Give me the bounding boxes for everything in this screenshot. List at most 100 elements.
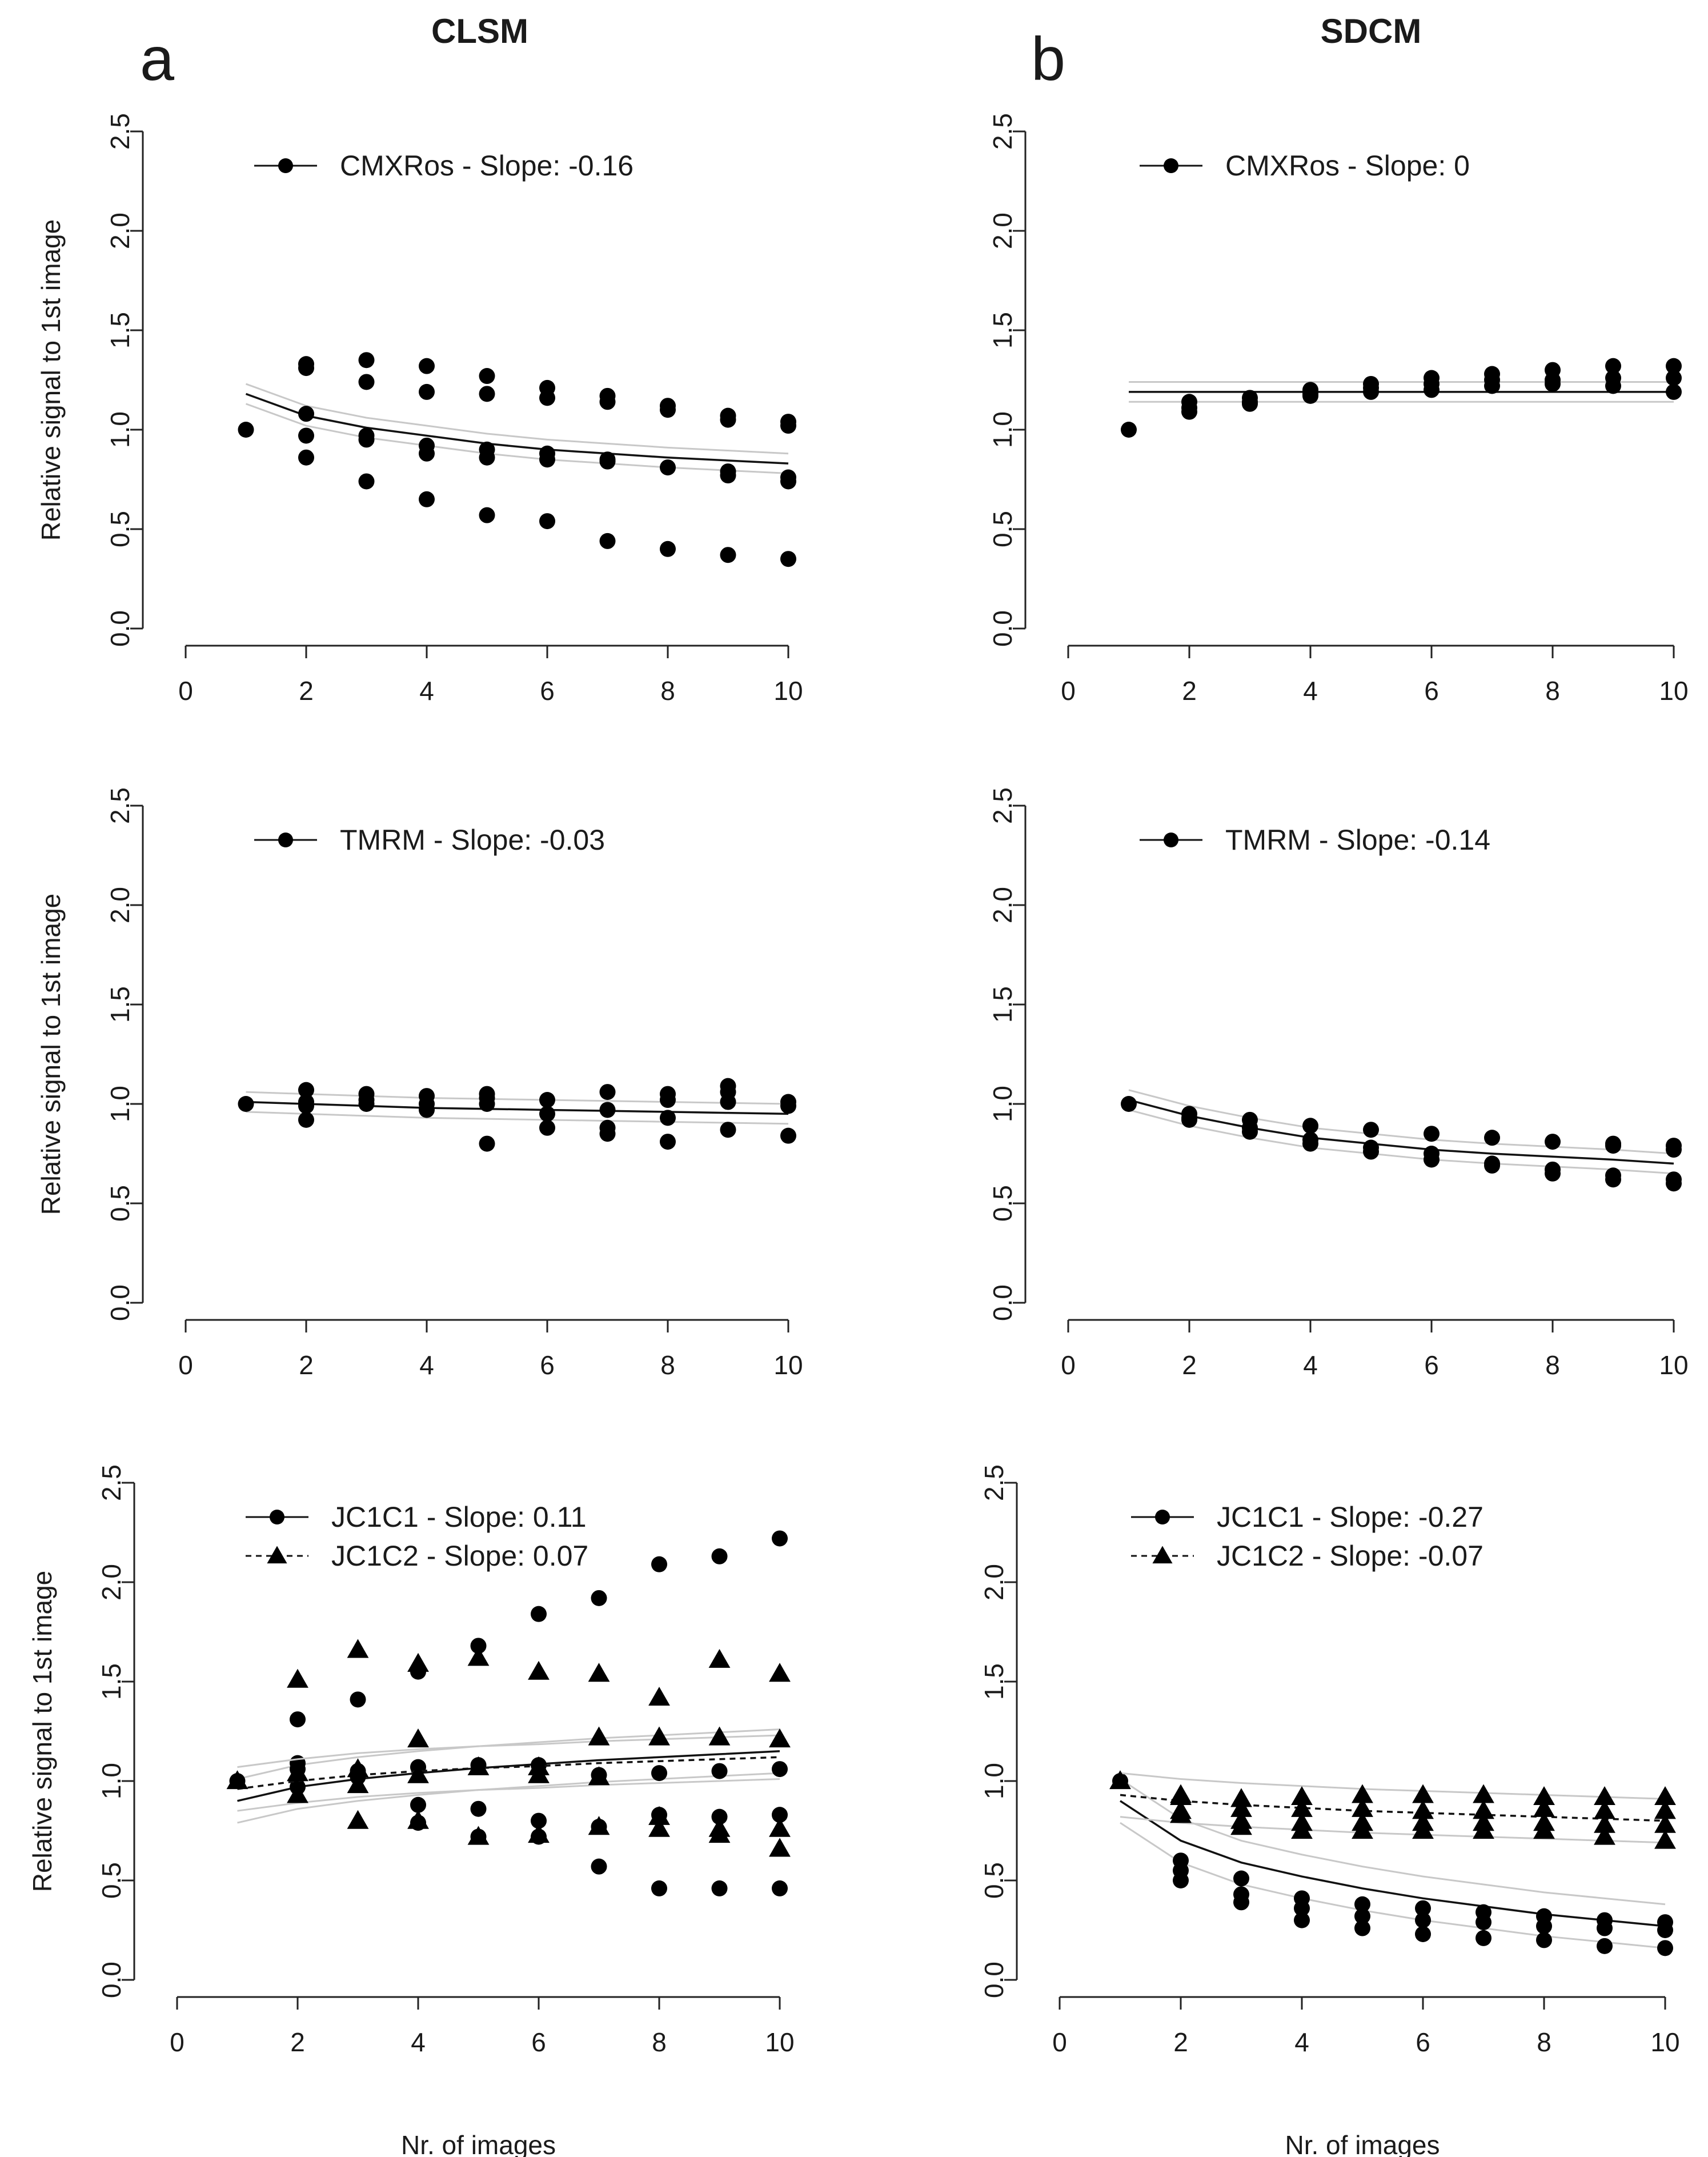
y-tick-label: 2.5 [988, 787, 1017, 824]
circle-point [1363, 383, 1379, 400]
y-tick-label: 2.0 [979, 1564, 1009, 1600]
y-tick-label: 1.5 [988, 312, 1017, 349]
x-tick-label: 8 [660, 676, 675, 706]
y-tick-label: 2.0 [988, 887, 1017, 923]
circle-point [1415, 1912, 1431, 1928]
circle-point [350, 1691, 366, 1708]
triangle-point [1412, 1784, 1434, 1803]
legend-label: CMXRos - Slope: 0 [1225, 150, 1470, 182]
triangle-point [1352, 1820, 1373, 1839]
circle-point [1354, 1908, 1370, 1924]
legend-marker [1164, 158, 1178, 173]
circle-point [1181, 1111, 1197, 1128]
confidence-band-line [1120, 1778, 1666, 1906]
circle-point [358, 431, 375, 448]
circle-point [780, 551, 796, 567]
triangle-point [226, 1770, 248, 1790]
circle-point [479, 507, 495, 523]
circle-point [1242, 395, 1258, 412]
triangle-point [347, 1758, 369, 1778]
x-tick-label: 10 [765, 2027, 794, 2057]
circle-point [711, 1548, 728, 1564]
circle-point [660, 1134, 676, 1150]
triangle-point [1352, 1784, 1373, 1803]
y-tick-label: 1.0 [979, 1763, 1009, 1799]
x-tick-label: 0 [1052, 2027, 1067, 2057]
circle-point [1666, 1142, 1682, 1158]
legend-marker [1155, 1510, 1170, 1524]
circle-point [1294, 1900, 1310, 1916]
circle-point [651, 1880, 667, 1896]
y-tick-label: 0.5 [979, 1862, 1009, 1899]
x-tick-label: 10 [773, 676, 803, 706]
x-tick-label: 2 [1182, 1350, 1197, 1380]
circle-point [591, 1858, 607, 1875]
triangle-point [588, 1663, 610, 1682]
circle-point [1415, 1900, 1431, 1916]
triangle-point [1654, 1830, 1676, 1849]
circle-point [419, 445, 435, 462]
triangle-point [1109, 1770, 1131, 1790]
legend-label: TMRM - Slope: -0.14 [1225, 824, 1490, 856]
y-tick-label: 1.5 [979, 1663, 1009, 1700]
triangle-point [407, 1652, 429, 1672]
y-tick-label: 0.5 [97, 1862, 126, 1899]
circle-point [711, 1763, 728, 1779]
x-tick-label: 0 [1061, 1350, 1076, 1380]
triangle-point [648, 1806, 670, 1825]
circle-point [1181, 403, 1197, 420]
circle-point [660, 541, 676, 557]
circle-point [238, 422, 254, 438]
triangle-point [708, 1648, 731, 1668]
circle-point [1242, 1123, 1258, 1140]
triangle-point [769, 1838, 791, 1857]
x-axis-title: Nr. of images [401, 2130, 556, 2157]
x-tick-label: 2 [290, 2027, 305, 2057]
circle-point [358, 352, 375, 369]
x-tick-label: 8 [652, 2027, 667, 2057]
triangle-point [1654, 1814, 1676, 1833]
circle-point [479, 449, 495, 466]
circle-point [1545, 1134, 1561, 1150]
triangle-point [287, 1784, 308, 1803]
circle-point [298, 360, 314, 377]
triangle-point [1473, 1820, 1494, 1839]
circle-point [479, 1096, 495, 1112]
circle-point [479, 368, 495, 385]
circle-point [470, 1800, 487, 1817]
legend-label: TMRM - Slope: -0.03 [340, 824, 605, 856]
triangle-point [528, 1824, 550, 1843]
legend-label: CMXRos - Slope: -0.16 [340, 150, 634, 182]
triangle-point [287, 1668, 308, 1688]
confidence-band-line [1120, 1816, 1666, 1844]
x-tick-label: 10 [1650, 2027, 1679, 2057]
legend-label: JC1C1 - Slope: -0.27 [1217, 1501, 1484, 1533]
triangle-point [1594, 1800, 1615, 1819]
circle-point [531, 1606, 547, 1622]
y-tick-label: 2.0 [105, 213, 135, 249]
circle-point [780, 473, 796, 490]
circle-point [772, 1530, 788, 1547]
triangle-point [1533, 1820, 1555, 1839]
circle-point [651, 1556, 667, 1572]
circle-point [1484, 1130, 1500, 1146]
circle-point [470, 1638, 487, 1654]
column-title-clsm: CLSM [431, 12, 528, 50]
triangle-point [769, 1728, 791, 1748]
circle-point [1476, 1930, 1492, 1946]
circle-point [1354, 1896, 1370, 1912]
triangle-point [708, 1726, 731, 1746]
circle-point [1302, 1118, 1318, 1134]
x-tick-label: 6 [540, 676, 555, 706]
triangle-point [407, 1764, 429, 1783]
circle-point [1233, 1894, 1249, 1911]
circle-point [651, 1765, 667, 1782]
circle-point [720, 1122, 736, 1138]
circle-point [599, 394, 616, 410]
y-tick-label: 2.5 [979, 1464, 1009, 1501]
circle-point [1666, 1175, 1682, 1192]
triangle-point [648, 1818, 670, 1837]
circle-point [1424, 1126, 1440, 1142]
circle-point [599, 1102, 616, 1118]
x-axis-title: Nr. of images [1285, 2130, 1440, 2157]
